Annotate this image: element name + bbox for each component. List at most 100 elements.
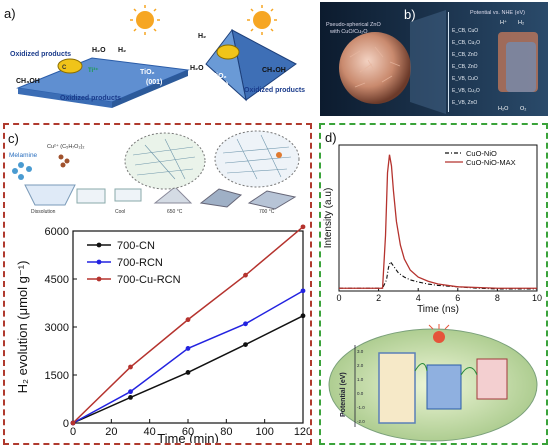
data-point — [70, 420, 76, 426]
data-point — [300, 224, 306, 230]
ti3-label: Ti³⁺ — [88, 67, 98, 74]
y-tick-label: 0 — [63, 418, 69, 430]
data-point — [243, 321, 248, 327]
panel-c: c) Melamine Cu²⁺ (C₅H₇O₂)₂ Dissolution C… — [3, 123, 312, 445]
y-tick-label: 1500 — [45, 370, 69, 382]
sun-icon — [247, 5, 277, 35]
y-tick-label: 3000 — [45, 322, 69, 334]
facet-label: (001) — [146, 79, 162, 86]
x-tick-label: 60 — [182, 426, 194, 438]
legend-label: CuO-NiO — [466, 149, 497, 158]
x-tick-label: 2 — [376, 293, 381, 303]
data-point — [243, 342, 248, 347]
x-tick-label: 100 — [255, 426, 273, 438]
data-point — [128, 395, 133, 400]
legend-label: CuO-NiO-MAX — [466, 158, 516, 167]
h2-evolution-chart: 0 20 40 60 80 100 120 0 1500 3000 4500 6000 Time (mi… — [15, 224, 310, 443]
h2-label: H₂ — [118, 47, 126, 54]
sun-icon — [130, 5, 160, 35]
panel-d: d) 0 2 4 6 8 10 Time (ns) Intensity (a.u) CuO-Ni… — [319, 123, 548, 445]
step-label: Cool — [115, 209, 125, 215]
tio2-label: TiO₂ — [212, 73, 227, 80]
panel-a: a) C Oxidized products — [0, 0, 310, 118]
x-tick-label: 10 — [532, 293, 542, 303]
data-point — [185, 317, 191, 323]
x-axis-label: Time (ns) — [417, 304, 459, 315]
series-line-700-cn — [72, 315, 304, 424]
tio2-label: TiO₂ — [140, 69, 155, 76]
potential-label: Potential (eV) — [340, 372, 347, 417]
species-label: H₂ — [518, 20, 524, 26]
x-tick-label: 8 — [495, 293, 500, 303]
oxidized-label: Oxidized products — [244, 87, 305, 94]
potential-tick: 0.0 — [357, 391, 364, 396]
panel-d-label: d) — [325, 130, 337, 145]
panel-c-schematic: Melamine Cu²⁺ (C₅H₇O₂)₂ Dissolution Cool… — [9, 130, 300, 215]
energy-level-label: E_CB, Cu₂O — [452, 40, 480, 46]
series-line-cuo-nio — [339, 260, 537, 290]
copper-label: Cu²⁺ (C₅H₇O₂)₂ — [47, 143, 85, 150]
panel-b: Pseudo-spherical ZnO with CuO/Cu₂O Poten… — [320, 2, 548, 116]
legend-marker — [96, 242, 102, 248]
band-diagram: Potential (eV) 3.0 2.0 1.0 0.0 -1.0 -2.0 — [328, 324, 538, 442]
axis-title: Potential vs. NHE (eV) — [470, 10, 525, 16]
energy-level-label: E_CB, ZnO — [452, 52, 478, 58]
x-tick-label: 4 — [416, 293, 421, 303]
facet-label: (101) — [212, 82, 228, 89]
x-tick-label: 120 — [294, 426, 310, 438]
intensity-decay-chart: 0 2 4 6 8 10 Time (ns) Intensity (a.u) CuO-NiOCu… — [323, 144, 542, 315]
data-point — [300, 288, 306, 294]
cdot-label: C — [62, 65, 67, 71]
x-tick-label: 20 — [105, 426, 117, 438]
h2o-label: H₂O — [190, 65, 204, 72]
series-line-700-cu-rcn — [72, 226, 304, 424]
panel-a-illustration: C Oxidized products CH₃OH Oxidized produ… — [10, 5, 305, 108]
panel-b-illustration: Pseudo-spherical ZnO with CuO/Cu₂O Poten… — [320, 2, 548, 116]
plot-frame — [338, 144, 538, 292]
x-axis-label: Time (min) — [157, 431, 219, 443]
data-point — [128, 389, 133, 395]
potential-tick: -1.0 — [357, 405, 365, 410]
x-tick-label: 0 — [336, 293, 341, 303]
ch3oh-label: CH₃OH — [262, 67, 286, 74]
energy-level-label: E_CB, CuO — [452, 28, 478, 34]
oxidized-label: Oxidized products — [60, 95, 121, 102]
plot-frame — [72, 230, 304, 424]
sphere-caption: Pseudo-spherical ZnO — [326, 22, 381, 28]
species-label: O₂ — [520, 106, 526, 112]
data-point — [185, 346, 191, 351]
legend-label: 700-Cu-RCN — [117, 274, 181, 286]
panel-a-label: a) — [4, 6, 16, 21]
energy-level-label: E_VB, CuO — [452, 76, 478, 82]
panel-c-label: c) — [8, 131, 19, 146]
energy-level-label: E_VB, ZnO — [452, 100, 477, 106]
legend-marker — [96, 259, 102, 265]
potential-tick: 2.0 — [357, 363, 364, 368]
h2-label: H₂ — [198, 33, 206, 40]
x-tick-label: 80 — [220, 426, 232, 438]
energy-level-label: E_VB, Cu₂O — [452, 88, 480, 94]
sphere-caption: with CuO/Cu₂O — [329, 29, 368, 35]
species-label: H₂O — [498, 106, 509, 112]
series-line-700-rcn — [72, 290, 304, 424]
energy-level-label: E_CB, ZnO — [452, 64, 478, 70]
panel-b-label: b) — [404, 7, 416, 22]
series-line-cuo-nio-max — [339, 154, 537, 289]
potential-tick: 3.0 — [357, 349, 364, 354]
y-tick-label: 6000 — [45, 226, 69, 238]
step-label: 700 °C — [259, 209, 275, 215]
x-tick-label: 6 — [455, 293, 460, 303]
melamine-label: Melamine — [9, 152, 38, 159]
x-tick-label: 0 — [70, 426, 76, 438]
data-point — [243, 272, 248, 278]
data-point — [185, 370, 191, 375]
legend-marker — [96, 276, 102, 282]
step-label: 650 °C — [167, 209, 183, 215]
y-axis-label: Intensity (a.u) — [323, 188, 334, 249]
h2o-label: H₂O — [92, 47, 106, 54]
data-point — [128, 364, 133, 370]
y-tick-label: 4500 — [45, 274, 69, 286]
ch3oh-label: CH₃OH — [16, 78, 40, 85]
potential-tick: 1.0 — [357, 377, 364, 382]
y-axis-label: H₂ evolution (μmol g⁻¹) — [15, 261, 30, 394]
